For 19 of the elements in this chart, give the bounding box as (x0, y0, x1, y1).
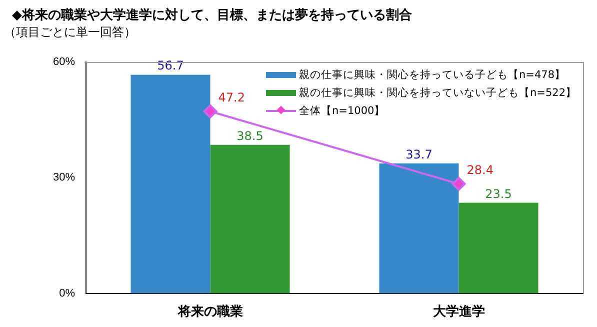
y-tick-label: 60% (52, 56, 76, 68)
bar (130, 74, 210, 294)
data-label: 28.4 (466, 162, 494, 177)
text: （項目ごとに単一回答） (4, 24, 136, 41)
data-label: 23.5 (485, 186, 512, 201)
legend-label: 全体【n=1000】 (299, 104, 386, 119)
chart-title: ◆将来の職業や大学進学に対して、目標、または夢を持っている割合 (12, 6, 412, 24)
bar (210, 144, 290, 294)
y-tick-label: 30% (52, 172, 76, 184)
y-tick-label: 0% (59, 287, 76, 300)
data-label: 33.7 (406, 147, 432, 162)
data-label: 47.2 (218, 90, 245, 104)
legend-label: 親の仕事に興味・関心を持っていない子ども【n=522】 (299, 86, 576, 101)
bar (379, 163, 459, 294)
legend-label: 親の仕事に興味・関心を持っている子ども【n=478】 (299, 68, 566, 83)
bar (458, 202, 538, 294)
x-tick-label: 将来の職業 (176, 304, 243, 320)
x-tick-label: 大学進学 (432, 304, 485, 320)
data-label: 38.5 (236, 128, 264, 143)
